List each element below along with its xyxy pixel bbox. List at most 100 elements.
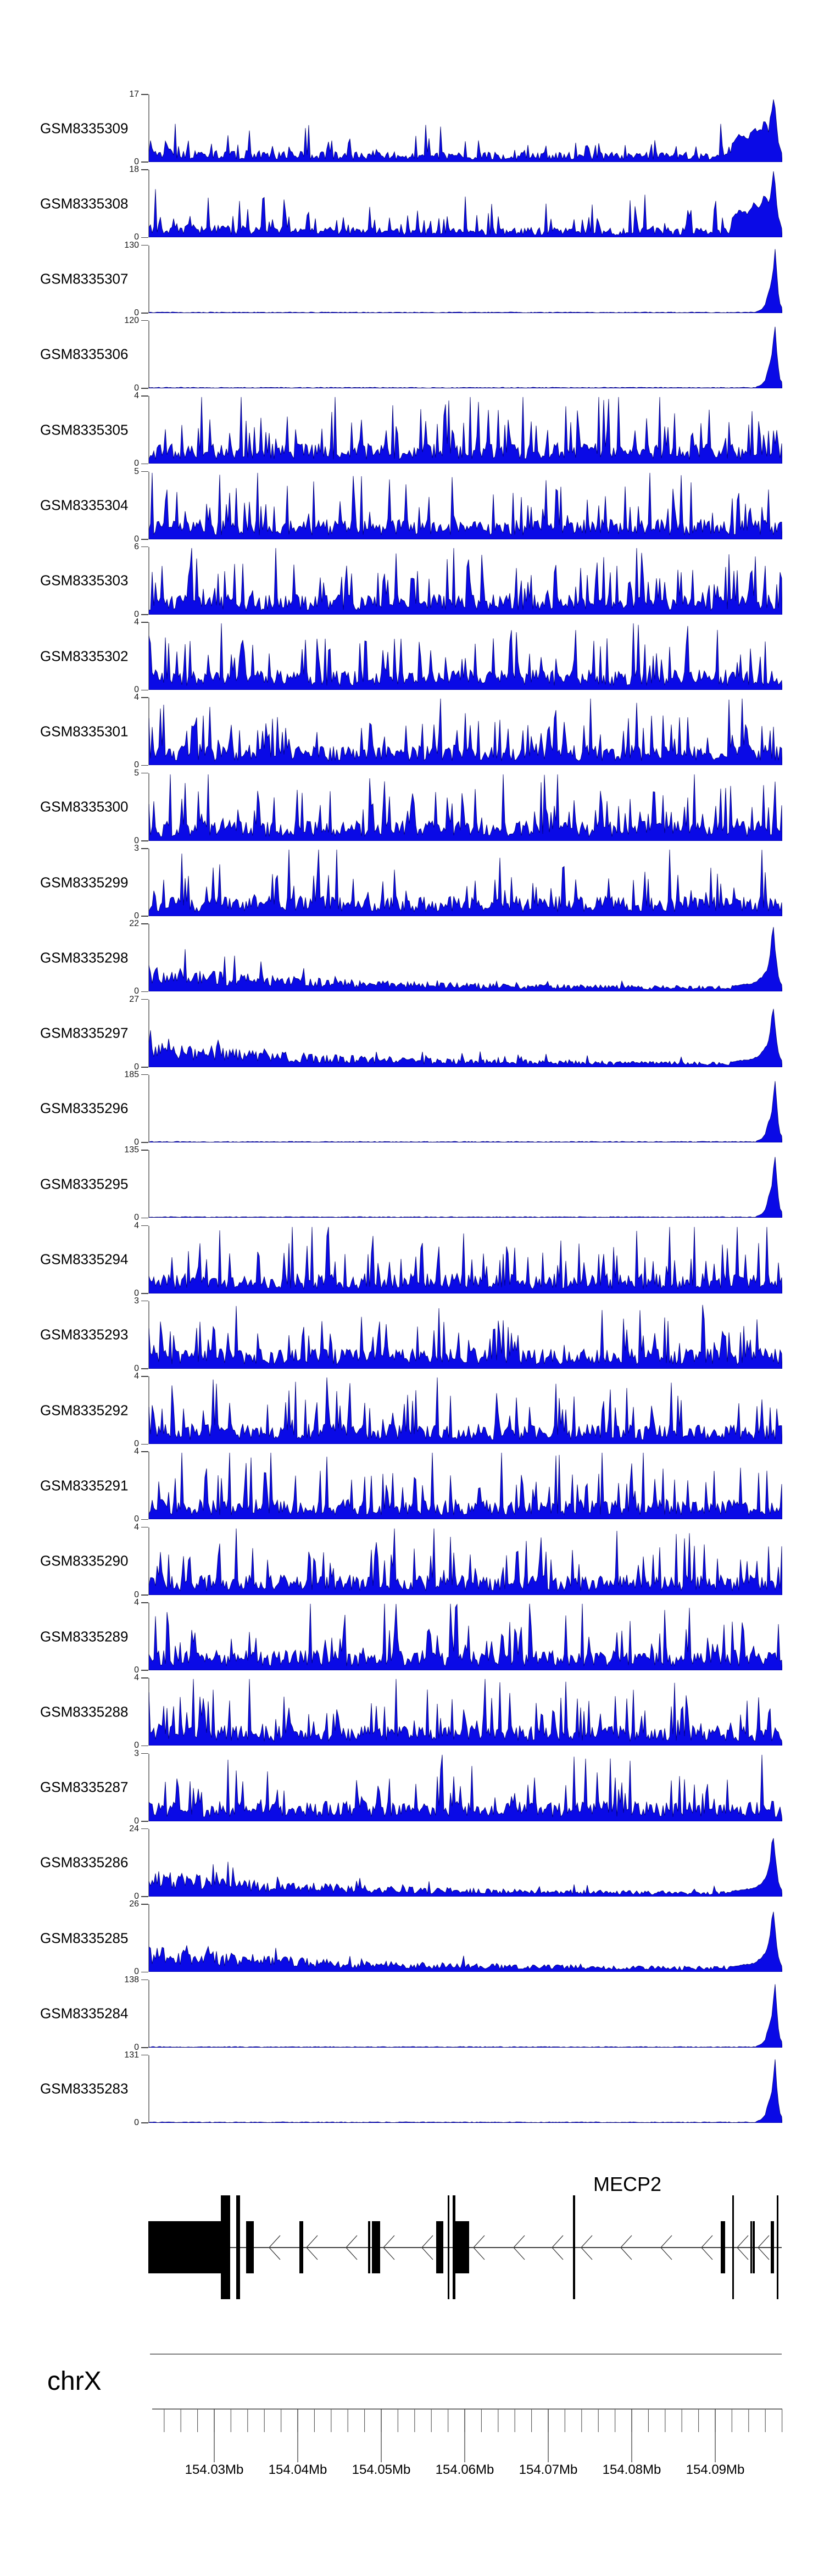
y-axis-line xyxy=(148,245,149,313)
y-axis-zero-tick xyxy=(141,916,148,917)
sample-label: GSM8335289 xyxy=(40,1628,129,1644)
y-axis-zero-tick xyxy=(141,1594,148,1596)
y-axis-top-tick xyxy=(141,244,148,246)
y-axis-max-label: 17 xyxy=(129,90,139,99)
coverage-area xyxy=(149,1226,782,1293)
y-axis-max-label: 4 xyxy=(134,1447,139,1457)
y-axis-zero-label: 0 xyxy=(134,911,139,921)
coverage-track: GSM8335303 6 0 xyxy=(0,542,824,618)
y-axis-max-label: 3 xyxy=(134,1296,139,1306)
coverage-track: GSM8335302 4 0 xyxy=(0,618,824,694)
sample-label: GSM8335298 xyxy=(40,949,129,966)
strand-direction-chevron-icon xyxy=(620,2235,632,2260)
y-axis-max-label: 131 xyxy=(124,2050,139,2060)
y-axis-zero-label: 0 xyxy=(134,1363,139,1373)
ruler-tick-label: 154.07Mb xyxy=(519,2462,578,2477)
y-axis-line xyxy=(148,1753,149,1821)
coverage-histogram xyxy=(149,1838,782,1897)
coverage-histogram xyxy=(149,1984,782,2048)
gene-exon xyxy=(750,2221,752,2273)
y-axis-max-label: 4 xyxy=(134,617,139,627)
y-axis-line xyxy=(148,1904,149,1972)
coverage-histogram xyxy=(149,1603,782,1670)
strand-direction-chevron-icon xyxy=(552,2235,564,2260)
y-axis-max-label: 4 xyxy=(134,1220,139,1230)
strand-direction-chevron-icon xyxy=(306,2235,318,2260)
y-axis-line xyxy=(148,320,149,388)
y-axis-zero-label: 0 xyxy=(134,2042,139,2052)
coverage-track: GSM8335304 5 0 xyxy=(0,467,824,543)
y-axis-line xyxy=(148,396,149,464)
y-axis-zero-tick xyxy=(141,1745,148,1747)
sample-label: GSM8335308 xyxy=(40,195,129,212)
sample-label: GSM8335296 xyxy=(40,1100,129,1117)
y-axis-zero-tick xyxy=(141,388,148,389)
y-axis-top-tick xyxy=(141,622,148,623)
coverage-area xyxy=(149,2059,782,2123)
ruler-tick-label: 154.08Mb xyxy=(603,2462,661,2477)
y-axis-top-tick xyxy=(141,169,148,170)
y-axis-zero-label: 0 xyxy=(134,986,139,996)
y-axis-zero-tick xyxy=(141,1142,148,1143)
y-axis-max-label: 4 xyxy=(134,1522,139,1532)
strand-direction-chevron-icon xyxy=(737,2235,749,2260)
coverage-histogram xyxy=(149,326,782,388)
y-axis-zero-label: 0 xyxy=(134,1062,139,1072)
sample-label: GSM8335301 xyxy=(40,723,129,740)
coverage-area xyxy=(149,1453,782,1520)
coverage-track: GSM8335309 17 0 xyxy=(0,90,824,166)
sample-label: GSM8335305 xyxy=(40,421,129,438)
sample-label: GSM8335284 xyxy=(40,2005,129,2022)
coverage-area xyxy=(149,1679,782,1746)
gene-exon xyxy=(771,2221,774,2273)
y-axis-zero-tick xyxy=(141,1368,148,1369)
coverage-histogram xyxy=(149,1528,782,1595)
strand-direction-chevron-icon xyxy=(383,2235,395,2260)
y-axis-max-label: 4 xyxy=(134,693,139,702)
y-axis-top-tick xyxy=(141,999,148,1000)
y-axis-zero-label: 0 xyxy=(134,2117,139,2127)
y-axis-max-label: 22 xyxy=(129,919,139,929)
y-axis-line xyxy=(148,1828,149,1897)
y-axis-zero-label: 0 xyxy=(134,1288,139,1298)
ruler-tick-label: 154.09Mb xyxy=(686,2462,745,2477)
gene-exon xyxy=(454,2221,469,2273)
y-axis-zero-label: 0 xyxy=(134,157,139,166)
ruler-tick-label: 154.05Mb xyxy=(352,2462,411,2477)
gene-exon xyxy=(372,2221,380,2273)
sample-label: GSM8335304 xyxy=(40,497,129,514)
y-axis-zero-label: 0 xyxy=(134,609,139,619)
y-axis-max-label: 3 xyxy=(134,844,139,853)
coverage-area xyxy=(149,1528,782,1595)
y-axis-line xyxy=(148,1527,149,1595)
gene-tall-exon xyxy=(732,2195,734,2299)
sample-label: GSM8335302 xyxy=(40,648,129,665)
y-axis-top-tick xyxy=(141,697,148,698)
coverage-area xyxy=(149,171,782,238)
coverage-track: GSM8335296 185 0 xyxy=(0,1070,824,1146)
coverage-area xyxy=(149,1754,782,1821)
y-axis-line xyxy=(148,1980,149,2048)
coverage-area xyxy=(149,699,782,766)
y-axis-max-label: 138 xyxy=(124,1975,139,1984)
y-axis-zero-tick xyxy=(141,2047,148,2048)
y-axis-zero-label: 0 xyxy=(134,1137,139,1147)
y-axis-top-tick xyxy=(141,848,148,849)
y-axis-zero-label: 0 xyxy=(134,1439,139,1449)
coverage-track: GSM8335283 131 0 xyxy=(0,2050,824,2127)
y-axis-top-tick xyxy=(141,1828,148,1830)
coverage-histogram xyxy=(149,397,782,464)
y-axis-zero-tick xyxy=(141,1896,148,1897)
gene-exon xyxy=(368,2221,370,2273)
gene-exon xyxy=(436,2221,443,2273)
coverage-track: GSM8335297 27 0 xyxy=(0,995,824,1071)
coverage-area xyxy=(149,1984,782,2048)
coverage-area xyxy=(149,1911,782,1972)
sample-label: GSM8335295 xyxy=(40,1175,129,1192)
y-axis-line xyxy=(148,170,149,238)
coverage-histogram xyxy=(149,849,782,916)
ruler-tick-label: 154.03Mb xyxy=(185,2462,244,2477)
coverage-histogram xyxy=(149,472,782,539)
y-axis-line xyxy=(148,999,149,1067)
coverage-area xyxy=(149,1008,782,1067)
